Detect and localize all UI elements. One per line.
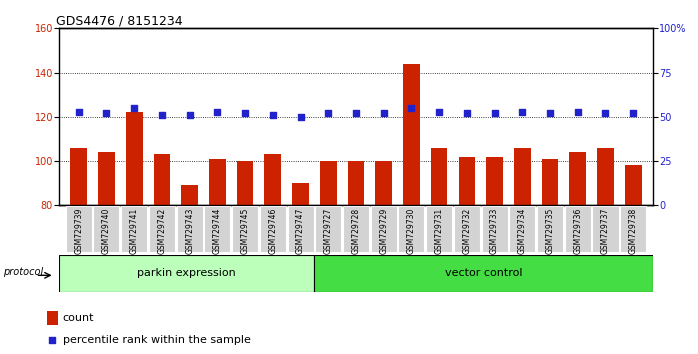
Text: GSM729745: GSM729745: [241, 208, 250, 254]
Text: GSM729741: GSM729741: [130, 208, 139, 254]
Bar: [399, 206, 424, 252]
Bar: [454, 206, 480, 252]
Point: [350, 110, 362, 116]
Point: [461, 110, 473, 116]
Bar: [265, 154, 281, 205]
Bar: [154, 154, 170, 205]
Text: GSM729742: GSM729742: [158, 208, 166, 254]
Text: GSM729727: GSM729727: [324, 208, 333, 254]
Text: protocol: protocol: [3, 267, 43, 276]
Bar: [426, 206, 452, 252]
Bar: [514, 148, 530, 205]
Bar: [348, 161, 364, 205]
Point: [295, 114, 306, 120]
Bar: [320, 161, 336, 205]
Bar: [459, 156, 475, 205]
Text: GSM729732: GSM729732: [462, 208, 471, 254]
Bar: [537, 206, 563, 252]
Text: GSM729730: GSM729730: [407, 208, 416, 254]
Text: GSM729744: GSM729744: [213, 208, 222, 254]
Bar: [98, 152, 114, 205]
Bar: [126, 113, 142, 205]
Bar: [205, 206, 230, 252]
Text: GSM729735: GSM729735: [546, 208, 554, 254]
Bar: [70, 148, 87, 205]
Bar: [66, 206, 91, 252]
Text: GSM729746: GSM729746: [268, 208, 277, 254]
Bar: [315, 206, 341, 252]
Point: [433, 109, 445, 114]
Point: [101, 110, 112, 116]
Point: [378, 110, 389, 116]
Bar: [121, 206, 147, 252]
Bar: [343, 206, 369, 252]
Text: GSM729740: GSM729740: [102, 208, 111, 254]
Bar: [621, 206, 646, 252]
Text: GSM729738: GSM729738: [629, 208, 638, 254]
Point: [600, 110, 611, 116]
Bar: [376, 161, 392, 205]
Point: [211, 109, 223, 114]
Bar: [403, 64, 419, 205]
Text: GDS4476 / 8151234: GDS4476 / 8151234: [57, 14, 183, 27]
Text: GSM729729: GSM729729: [379, 208, 388, 254]
Point: [239, 110, 251, 116]
Point: [47, 337, 58, 343]
Bar: [542, 159, 558, 205]
Text: count: count: [63, 313, 94, 323]
Text: parkin expression: parkin expression: [138, 268, 236, 279]
Point: [156, 112, 168, 118]
Point: [322, 110, 334, 116]
Bar: [94, 206, 119, 252]
Point: [184, 112, 195, 118]
Point: [406, 105, 417, 111]
Text: GSM729747: GSM729747: [296, 208, 305, 254]
Text: GSM729737: GSM729737: [601, 208, 610, 254]
Point: [128, 105, 140, 111]
Point: [628, 110, 639, 116]
Point: [73, 109, 84, 114]
Text: GSM729739: GSM729739: [74, 208, 83, 254]
Bar: [482, 206, 507, 252]
Text: GSM729733: GSM729733: [490, 208, 499, 254]
Bar: [510, 206, 535, 252]
Bar: [371, 206, 396, 252]
Bar: [593, 206, 618, 252]
Bar: [487, 156, 503, 205]
Point: [572, 109, 584, 114]
Text: vector control: vector control: [445, 268, 522, 279]
Bar: [625, 166, 641, 205]
Bar: [149, 206, 175, 252]
Bar: [292, 183, 309, 205]
Point: [489, 110, 500, 116]
Text: GSM729743: GSM729743: [185, 208, 194, 254]
Bar: [181, 185, 198, 205]
Bar: [47, 312, 57, 325]
Bar: [59, 255, 314, 292]
Bar: [597, 148, 614, 205]
Point: [517, 109, 528, 114]
Text: GSM729736: GSM729736: [573, 208, 582, 254]
Point: [544, 110, 556, 116]
Text: percentile rank within the sample: percentile rank within the sample: [63, 335, 251, 346]
Bar: [314, 255, 653, 292]
Bar: [232, 206, 258, 252]
Bar: [177, 206, 202, 252]
Bar: [288, 206, 313, 252]
Text: GSM729728: GSM729728: [352, 208, 360, 254]
Bar: [570, 152, 586, 205]
Bar: [260, 206, 286, 252]
Bar: [431, 148, 447, 205]
Bar: [209, 159, 225, 205]
Bar: [565, 206, 591, 252]
Bar: [237, 161, 253, 205]
Point: [267, 112, 279, 118]
Text: GSM729734: GSM729734: [518, 208, 527, 254]
Text: GSM729731: GSM729731: [435, 208, 444, 254]
